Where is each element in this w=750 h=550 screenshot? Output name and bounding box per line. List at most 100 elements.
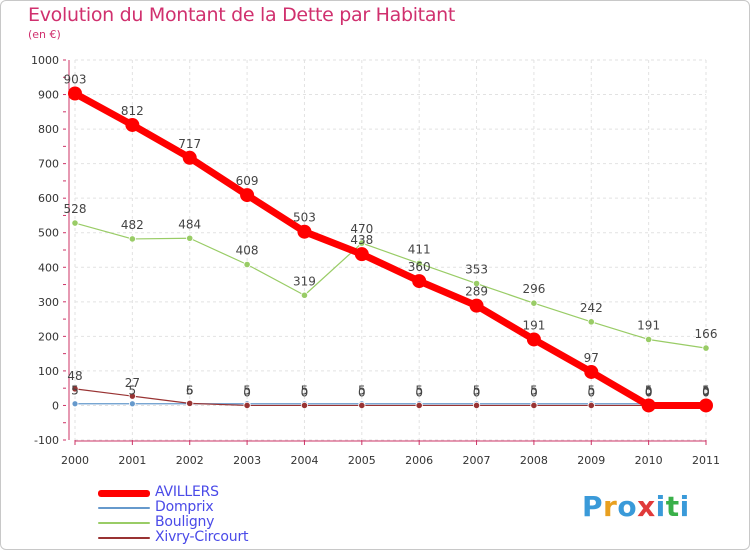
- data-label: 0: [530, 385, 538, 399]
- data-label: 5: [645, 384, 653, 398]
- x-tick-label: 2000: [61, 454, 89, 467]
- y-tick-label: -100: [34, 434, 59, 447]
- data-label: 482: [121, 218, 144, 232]
- data-point: [472, 279, 481, 288]
- legend-item: Bouligny: [98, 515, 298, 530]
- data-label: 484: [178, 217, 201, 231]
- y-tick-label: 400: [38, 261, 59, 274]
- y-tick-label: 700: [38, 158, 59, 171]
- data-label: 812: [121, 104, 144, 118]
- data-point: [300, 291, 309, 299]
- y-tick-label: 500: [38, 227, 59, 240]
- y-tick-label: 600: [38, 192, 59, 205]
- legend-item: Domprix: [98, 500, 298, 515]
- data-point: [297, 224, 312, 239]
- legend: AVILLERS Domprix Bouligny Xivry-Circourt: [98, 485, 298, 545]
- data-label: 5: [358, 384, 366, 398]
- data-point: [125, 117, 140, 132]
- x-tick-label: 2007: [463, 454, 491, 467]
- legend-label: Xivry-Circourt: [155, 529, 249, 545]
- data-point: [472, 401, 481, 410]
- data-label: 48: [67, 369, 82, 383]
- data-point: [469, 298, 484, 313]
- data-point: [354, 247, 369, 262]
- data-point: [526, 332, 541, 347]
- data-label: 6: [186, 383, 194, 397]
- data-label: 97: [584, 351, 599, 365]
- data-label: 191: [637, 318, 660, 332]
- data-label: 5: [415, 384, 423, 398]
- legend-label: AVILLERS: [155, 484, 219, 500]
- data-label: 5: [129, 384, 137, 398]
- y-tick-label: 300: [38, 296, 59, 309]
- legend-swatch: [98, 489, 150, 497]
- data-point: [584, 364, 599, 379]
- data-point: [358, 239, 366, 247]
- data-label: 5: [186, 384, 194, 398]
- legend-item: Xivry-Circourt: [98, 530, 298, 545]
- data-label: 0: [358, 385, 366, 399]
- data-point: [128, 400, 136, 408]
- data-point: [530, 401, 538, 410]
- data-label: 5: [530, 384, 538, 398]
- legend-swatch: [98, 522, 150, 524]
- data-label: 360: [408, 260, 431, 274]
- data-point: [412, 274, 427, 289]
- data-point: [587, 401, 595, 410]
- data-label: 903: [64, 73, 87, 87]
- data-point: [300, 401, 309, 410]
- data-label: 5: [301, 384, 309, 398]
- series-line-avillers: [71, 90, 710, 409]
- data-label: 0: [702, 385, 710, 399]
- x-tick-label: 2009: [577, 454, 605, 467]
- data-label: 5: [71, 384, 79, 398]
- legend-label: Domprix: [155, 499, 214, 515]
- x-tick-label: 2005: [348, 454, 376, 467]
- logo-letter: r: [603, 490, 618, 523]
- y-tick-label: 800: [38, 123, 59, 136]
- data-point: [240, 188, 255, 203]
- y-tick-label: 100: [38, 365, 59, 378]
- data-label: 5: [587, 384, 595, 398]
- logo-letter: i: [679, 490, 690, 523]
- data-label: 408: [236, 244, 259, 258]
- data-point: [128, 392, 136, 400]
- data-label: 717: [178, 137, 201, 151]
- series-line-xivry-circourt: [74, 388, 707, 407]
- data-label: 0: [415, 385, 423, 399]
- data-point: [645, 335, 653, 344]
- x-tick-label: 2001: [118, 454, 146, 467]
- data-label: 5: [243, 384, 251, 398]
- data-label: 319: [293, 274, 316, 288]
- data-label: 0: [645, 385, 653, 399]
- data-label: 0: [473, 385, 481, 399]
- data-label: 0: [243, 385, 251, 399]
- data-label: 296: [522, 282, 545, 296]
- data-point: [530, 299, 538, 307]
- data-point: [71, 219, 79, 227]
- data-label: 289: [465, 285, 488, 299]
- logo-letter: x: [637, 490, 656, 523]
- x-tick-label: 2011: [692, 454, 720, 467]
- data-point: [128, 235, 136, 243]
- data-label: 0: [587, 385, 595, 399]
- data-label: 242: [580, 301, 603, 315]
- logo-letter: t: [665, 490, 680, 523]
- data-point: [71, 400, 79, 408]
- proxiti-logo: Proxiti: [582, 490, 690, 523]
- x-tick-label: 2003: [233, 454, 261, 467]
- y-tick-label: 200: [38, 330, 59, 343]
- data-label: 353: [465, 263, 488, 277]
- x-tick-label: 2006: [405, 454, 433, 467]
- data-label: 0: [645, 384, 653, 398]
- series-line-bouligny: [74, 222, 707, 349]
- data-point: [702, 344, 710, 352]
- data-point: [186, 234, 194, 242]
- x-tick-label: 2004: [290, 454, 318, 467]
- y-unit-label: (en €): [28, 28, 61, 41]
- data-label: 27: [125, 376, 140, 390]
- data-label: 5: [473, 384, 481, 398]
- logo-letter: o: [617, 490, 638, 523]
- data-label: 438: [350, 233, 373, 247]
- logo-letter: P: [582, 490, 604, 523]
